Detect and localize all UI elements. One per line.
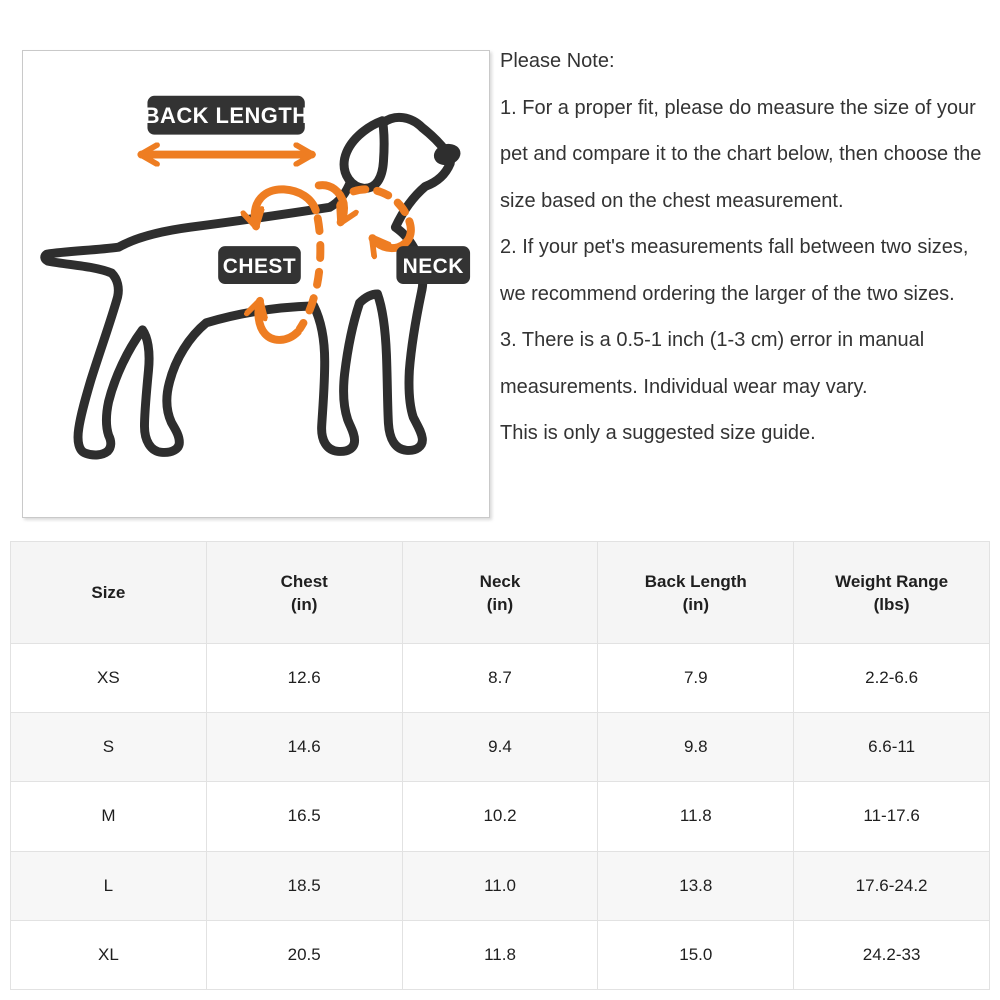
cell-back-length: 11.8 xyxy=(597,781,795,852)
col-header-neck: Neck (in) xyxy=(401,541,599,644)
chest-arc-bottom xyxy=(258,301,302,344)
chest-label-bg xyxy=(218,246,301,284)
cell-chest: 12.6 xyxy=(205,642,403,714)
cell-weight-range: 6.6-11 xyxy=(793,712,990,783)
withers-arrow xyxy=(314,181,344,227)
cell-back-length: 7.9 xyxy=(597,642,795,714)
diagram-labels: BACK LENGTH CHEST NECK xyxy=(144,95,471,284)
notes-section: Please Note: 1. For a proper fit, please… xyxy=(500,38,998,457)
cell-weight-range: 11-17.6 xyxy=(793,781,990,852)
cell-weight-range: 2.2-6.6 xyxy=(793,642,990,714)
cell-size: M xyxy=(10,781,207,852)
neck-label: NECK xyxy=(403,255,464,278)
header-row: Size Chest (in) Neck (in) Back Length (i… xyxy=(10,541,990,644)
dog-illustration: BACK LENGTH CHEST NECK xyxy=(40,95,471,460)
back-length-label: BACK LENGTH xyxy=(144,103,309,128)
table-row-xs: XS 12.6 8.7 7.9 2.2-6.6 xyxy=(10,642,990,714)
neck-arc-solid xyxy=(368,217,415,248)
dog-measurement-diagram: BACK LENGTH CHEST NECK xyxy=(22,50,490,518)
cell-chest: 14.6 xyxy=(205,712,403,783)
cell-weight-range: 24.2-33 xyxy=(793,919,990,990)
dog-outline xyxy=(40,112,455,460)
table-row-m: M 16.5 10.2 11.8 11-17.6 xyxy=(10,781,990,852)
cell-weight-range: 17.6-24.2 xyxy=(793,850,990,921)
size-chart-table: Size Chest (in) Neck (in) Back Length (i… xyxy=(10,541,990,990)
note-item: 2. If your pet's measurements fall betwe… xyxy=(500,236,969,305)
neck-arc-dashed xyxy=(349,185,412,222)
cell-back-length: 15.0 xyxy=(597,919,795,990)
cell-neck: 8.7 xyxy=(401,642,599,714)
chest-arc-top xyxy=(255,185,320,226)
chest-label: CHEST xyxy=(223,255,296,278)
cell-neck: 10.2 xyxy=(401,781,599,852)
back-length-label-bg xyxy=(147,95,305,135)
cell-size: S xyxy=(10,712,207,783)
col-header-back-length: Back Length (in) xyxy=(597,541,795,644)
cell-neck: 11.0 xyxy=(401,850,599,921)
cell-chest: 18.5 xyxy=(205,850,403,921)
cell-back-length: 9.8 xyxy=(597,712,795,783)
dog-nose xyxy=(433,143,461,166)
notes-heading: Please Note: xyxy=(500,50,615,72)
cell-size: XL xyxy=(10,919,207,990)
table-row-s: S 14.6 9.4 9.8 6.6-11 xyxy=(10,712,990,783)
cell-chest: 16.5 xyxy=(205,781,403,852)
dog-ear xyxy=(339,116,389,193)
cell-size: XS xyxy=(10,642,207,714)
col-header-chest: Chest (in) xyxy=(205,541,403,644)
col-header-size: Size xyxy=(10,541,207,644)
cell-size: L xyxy=(10,850,207,921)
cell-chest: 20.5 xyxy=(205,919,403,990)
cell-neck: 11.8 xyxy=(401,919,599,990)
neck-label-bg xyxy=(396,246,471,284)
cell-neck: 9.4 xyxy=(401,712,599,783)
col-header-weight-range: Weight Range (lbs) xyxy=(793,541,990,644)
measurement-arrows xyxy=(141,155,415,344)
note-item: 3. There is a 0.5-1 inch (1-3 cm) error … xyxy=(500,329,925,398)
cell-back-length: 13.8 xyxy=(597,850,795,921)
chest-arc-dashed xyxy=(295,214,325,333)
note-item: This is only a suggested size guide. xyxy=(500,422,816,444)
table-row-xl: XL 20.5 11.8 15.0 24.2-33 xyxy=(10,919,990,990)
note-item: 1. For a proper fit, please do measure t… xyxy=(500,96,982,212)
table-row-l: L 18.5 11.0 13.8 17.6-24.2 xyxy=(10,850,990,921)
